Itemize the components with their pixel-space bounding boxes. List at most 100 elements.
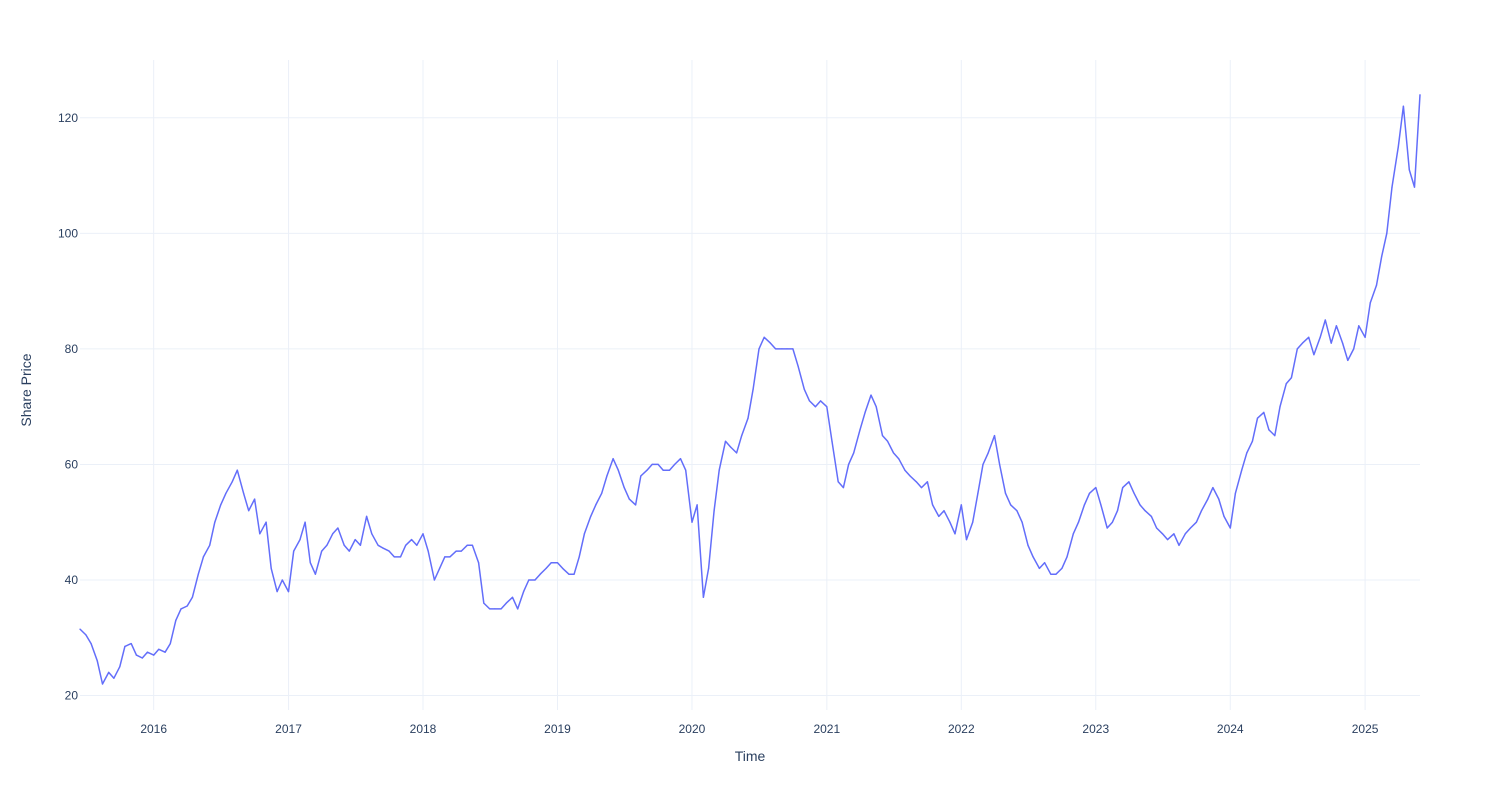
data-point — [920, 487, 923, 489]
data-point — [1330, 342, 1332, 344]
x-axis-title: Time — [735, 748, 766, 764]
x-tick-label: 2022 — [948, 722, 975, 736]
data-point — [635, 504, 637, 506]
y-tick-label: 80 — [65, 342, 79, 356]
data-point — [225, 492, 227, 494]
data-point — [1050, 573, 1052, 575]
data-point — [231, 481, 233, 483]
y-tick-label: 120 — [58, 111, 78, 125]
data-point — [354, 539, 356, 541]
data-point — [977, 492, 979, 494]
data-point — [1391, 186, 1393, 188]
data-point — [881, 435, 884, 437]
data-point — [1122, 487, 1124, 489]
data-point — [1274, 435, 1276, 437]
data-point — [135, 654, 137, 656]
data-point — [416, 544, 418, 546]
data-point — [1161, 533, 1164, 535]
data-point — [718, 469, 720, 471]
data-point — [702, 596, 705, 598]
data-point — [1061, 567, 1063, 570]
x-tick-label: 2018 — [410, 722, 437, 736]
data-point — [146, 651, 148, 653]
data-point — [623, 487, 625, 489]
data-point — [113, 677, 115, 679]
data-point — [747, 417, 749, 419]
data-point — [1319, 336, 1321, 338]
data-point — [85, 634, 87, 636]
data-point — [1178, 544, 1180, 546]
data-point — [259, 533, 261, 535]
data-point — [775, 348, 777, 350]
x-tick-label: 2023 — [1082, 722, 1109, 736]
data-point — [1408, 169, 1410, 171]
data-point — [180, 608, 182, 610]
data-point — [1021, 521, 1023, 523]
data-point — [1173, 533, 1175, 535]
data-point — [679, 458, 682, 460]
data-point — [954, 533, 956, 535]
series-line — [79, 94, 1421, 685]
data-point — [1347, 359, 1349, 361]
data-point — [164, 651, 166, 653]
data-point — [1010, 504, 1012, 506]
data-point — [1375, 284, 1378, 286]
data-point — [545, 567, 547, 570]
data-point — [628, 498, 630, 500]
data-point — [578, 556, 580, 558]
data-point — [494, 608, 496, 610]
data-point — [1116, 510, 1119, 512]
y-axis-title: Share Price — [18, 353, 34, 426]
data-point — [433, 579, 435, 581]
data-point — [326, 544, 328, 546]
data-point — [752, 388, 754, 390]
data-point — [993, 435, 996, 437]
x-tick-label: 2019 — [544, 722, 571, 736]
data-point — [932, 504, 934, 506]
data-point — [411, 539, 413, 541]
y-tick-label: 100 — [58, 226, 78, 240]
data-point — [1207, 498, 1209, 500]
data-point — [972, 521, 974, 523]
data-point — [646, 469, 648, 471]
data-point — [938, 515, 940, 518]
data-point — [141, 657, 143, 659]
data-point — [573, 573, 575, 575]
data-point — [371, 533, 373, 535]
data-point — [1290, 377, 1292, 379]
data-point — [606, 475, 608, 477]
data-point — [562, 567, 564, 570]
data-point — [724, 440, 727, 442]
data-point — [243, 492, 245, 494]
data-point — [534, 579, 536, 581]
data-point — [455, 550, 457, 552]
data-point — [1212, 487, 1214, 489]
data-point — [999, 463, 1001, 465]
data-point — [892, 452, 895, 454]
data-point — [826, 406, 828, 408]
data-point — [730, 446, 732, 448]
data-point — [427, 550, 429, 552]
data-point — [651, 463, 653, 465]
data-point — [1223, 515, 1225, 518]
data-point — [471, 544, 473, 546]
data-point — [90, 643, 92, 645]
data-point — [763, 336, 765, 338]
data-point — [293, 550, 295, 552]
data-point — [220, 504, 222, 506]
data-point — [1397, 146, 1399, 148]
data-point — [1095, 487, 1097, 489]
data-point — [343, 544, 345, 546]
data-point — [119, 666, 121, 668]
data-point — [853, 452, 855, 454]
data-point — [741, 435, 743, 437]
y-tick-label: 60 — [65, 457, 79, 471]
data-point — [96, 660, 98, 662]
data-point — [439, 567, 441, 570]
data-point — [359, 544, 361, 546]
data-point — [1100, 504, 1102, 506]
data-point — [1313, 354, 1315, 356]
data-point — [511, 596, 514, 598]
data-point — [108, 671, 110, 674]
data-point — [668, 469, 671, 471]
